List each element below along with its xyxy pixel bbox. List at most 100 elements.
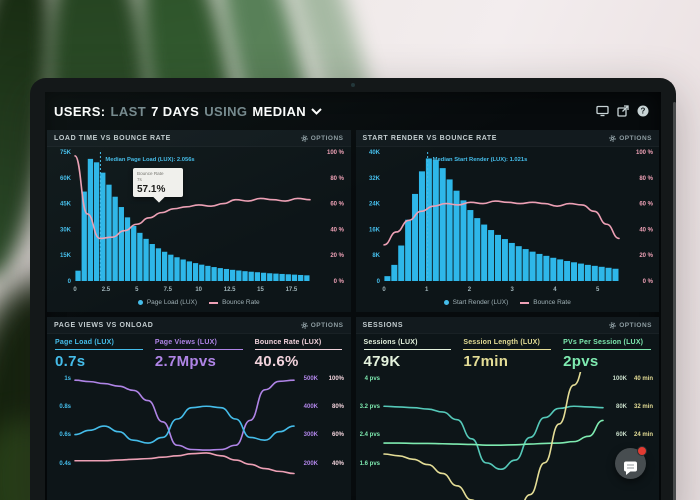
metric-value: 2.7Mpvs: [154, 353, 217, 370]
svg-text:0: 0: [382, 287, 386, 293]
load-time-histogram: 75K 60K 45K 30K 15K 0 100 % 80 % 60 % 40 % 20 % 0 %…: [60, 150, 345, 293]
chart-legend: Page Load (LUX) Bounce Rate: [47, 299, 351, 306]
tooltip-label: Bounce Rate: [137, 171, 164, 176]
gear-icon: [609, 134, 616, 142]
svg-text:40 %: 40 %: [330, 227, 344, 233]
svg-text:200K: 200K: [304, 461, 319, 467]
svg-text:16K: 16K: [368, 227, 380, 233]
display-icon[interactable]: [596, 105, 609, 117]
gear-icon: [301, 134, 308, 142]
svg-text:60K: 60K: [60, 176, 72, 182]
metric-label: Sessions (LUX): [363, 339, 452, 350]
svg-text:5: 5: [595, 287, 599, 293]
svg-text:0: 0: [376, 279, 380, 285]
metric-value: 2pvs: [563, 353, 599, 370]
tooltip-sub: 7s: [137, 176, 142, 182]
options-label: OPTIONS: [310, 134, 344, 142]
svg-text:100 %: 100 %: [635, 150, 653, 156]
svg-text:100K: 100K: [612, 376, 627, 382]
chat-button[interactable]: [615, 446, 647, 479]
svg-text:32 min: 32 min: [633, 404, 652, 410]
svg-text:40%: 40%: [332, 461, 345, 467]
svg-text:60K: 60K: [615, 432, 627, 438]
metric-value: 40.6%: [254, 353, 299, 370]
metric-sessions: Sessions (LUX) 479K: [363, 339, 452, 370]
svg-text:2.5: 2.5: [102, 287, 111, 293]
svg-text:40 %: 40 %: [639, 227, 653, 233]
options-button[interactable]: OPTIONS: [301, 322, 344, 329]
svg-text:0.6s: 0.6s: [59, 432, 71, 438]
metrics-row: Page Load (LUX) 0.7s Page Views (LUX) 2.…: [47, 334, 351, 372]
dashboard-screen: USERS: LAST 7 DAYS USING MEDIAN ? LOAD T…: [45, 92, 661, 500]
svg-text:500K: 500K: [304, 376, 319, 382]
svg-text:2: 2: [467, 287, 471, 293]
options-button[interactable]: OPTIONS: [609, 322, 652, 329]
svg-text:80K: 80K: [615, 404, 627, 410]
chat-notification-badge: [637, 446, 647, 456]
metric-label: PVs Per Session (LUX): [563, 339, 651, 350]
svg-text:20 %: 20 %: [639, 253, 653, 259]
svg-text:60 %: 60 %: [639, 202, 653, 208]
svg-text:3: 3: [510, 287, 514, 293]
svg-text:80 %: 80 %: [639, 176, 653, 182]
legend-dot-marker: [137, 300, 143, 305]
metric-page-views: Page Views (LUX) 2.7Mpvs: [154, 339, 243, 370]
svg-text:24K: 24K: [368, 202, 380, 208]
legend-line-marker: [209, 301, 219, 304]
metric-value: 479K: [363, 353, 401, 370]
help-icon[interactable]: ?: [637, 105, 649, 117]
start-render-histogram: 40K 32K 24K 16K 8K 0 100 % 80 % 60 % 40 % 20 % 0 % 0…: [368, 150, 653, 293]
svg-text:80%: 80%: [332, 404, 345, 410]
svg-text:100 %: 100 %: [327, 150, 345, 156]
svg-text:80 %: 80 %: [330, 176, 344, 182]
svg-text:40K: 40K: [368, 150, 380, 156]
legend-line-marker: [520, 301, 530, 304]
laptop: USERS: LAST 7 DAYS USING MEDIAN ? LOAD T…: [30, 78, 676, 500]
svg-text:12.5: 12.5: [224, 287, 236, 293]
panel-page-views-vs-onload: PAGE VIEWS VS ONLOAD OPTIONS Page Load (…: [47, 317, 351, 500]
header-using-label: USING: [204, 103, 248, 119]
header-median-label: MEDIAN: [252, 103, 307, 119]
options-button[interactable]: OPTIONS: [301, 135, 344, 142]
svg-text:0.4s: 0.4s: [59, 461, 71, 467]
panel-title: START RENDER VS BOUNCE RATE: [362, 134, 498, 142]
options-label: OPTIONS: [310, 321, 344, 329]
svg-text:0 %: 0 %: [642, 279, 653, 285]
metric-label: Page Views (LUX): [154, 339, 243, 350]
svg-text:1: 1: [425, 287, 429, 293]
panel-sessions: SESSIONS OPTIONS Sessions (LUX) 479K Ses…: [355, 317, 659, 500]
header-users-label: USERS:: [54, 103, 106, 119]
svg-text:24 min: 24 min: [633, 432, 652, 438]
users-filter-dropdown[interactable]: USERS: LAST 7 DAYS USING MEDIAN: [54, 104, 322, 119]
chevron-down-icon: [311, 107, 322, 115]
legend-dot-marker: [443, 300, 449, 305]
legend-label: Start Render (LUX): [452, 299, 509, 306]
svg-text:30K: 30K: [60, 227, 72, 233]
metric-label: Page Load (LUX): [55, 339, 143, 350]
svg-text:17.5: 17.5: [286, 287, 298, 293]
panel-load-time-vs-bounce-rate: LOAD TIME VS BOUNCE RATE OPTIONS 75K 60K 4…: [47, 130, 351, 312]
panel-start-render-vs-bounce-rate: START RENDER VS BOUNCE RATE OPTIONS 40K 3…: [355, 130, 659, 312]
tooltip-value: 57.1%: [137, 183, 166, 195]
metric-value: 17min: [463, 353, 509, 370]
svg-text:4 pvs: 4 pvs: [364, 376, 380, 382]
svg-text:32K: 32K: [368, 176, 380, 182]
svg-text:?: ?: [641, 107, 646, 116]
svg-text:5: 5: [135, 287, 139, 293]
bounce-rate-tooltip: Bounce Rate 7s 57.1%: [133, 168, 183, 197]
svg-text:1s: 1s: [64, 376, 71, 382]
header-last-label: LAST: [110, 103, 147, 119]
options-label: OPTIONS: [619, 321, 652, 329]
svg-text:7.5: 7.5: [164, 287, 173, 293]
share-icon[interactable]: [617, 105, 629, 117]
svg-text:0: 0: [68, 279, 72, 285]
svg-text:15K: 15K: [60, 253, 72, 259]
options-button[interactable]: OPTIONS: [609, 135, 652, 142]
svg-text:1.6 pvs: 1.6 pvs: [360, 461, 381, 467]
header-days-label: 7 DAYS: [151, 103, 200, 119]
legend-label: Page Load (LUX): [146, 299, 198, 306]
panel-title: PAGE VIEWS VS ONLOAD: [54, 321, 154, 329]
options-label: OPTIONS: [619, 134, 652, 142]
